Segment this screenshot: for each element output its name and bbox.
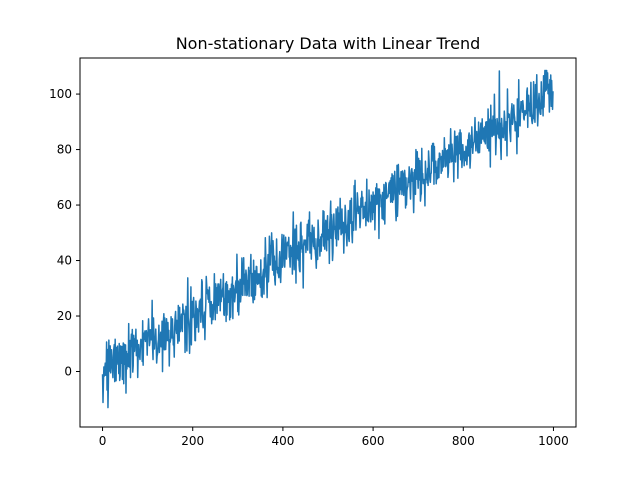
plot-layer xyxy=(101,69,554,409)
x-tick-label: 800 xyxy=(452,434,475,448)
x-tick-label: 200 xyxy=(181,434,204,448)
x-tick-label: 1000 xyxy=(538,434,569,448)
y-axis: 0 20 40 60 80 100 xyxy=(49,87,80,379)
y-tick-label: 20 xyxy=(57,309,72,323)
y-tick-label: 40 xyxy=(57,254,72,268)
series-line xyxy=(101,69,554,409)
y-tick-label: 0 xyxy=(64,365,72,379)
x-tick-label: 0 xyxy=(99,434,107,448)
x-axis: 0 200 400 600 800 1000 xyxy=(99,427,569,448)
x-tick-label: 400 xyxy=(271,434,294,448)
y-tick-label: 60 xyxy=(57,198,72,212)
plot-frame xyxy=(79,57,577,428)
x-tick-label: 600 xyxy=(362,434,385,448)
y-tick-label: 80 xyxy=(57,143,72,157)
chart-title: Non-stationary Data with Linear Trend xyxy=(176,34,481,53)
y-tick-label: 100 xyxy=(49,87,72,101)
